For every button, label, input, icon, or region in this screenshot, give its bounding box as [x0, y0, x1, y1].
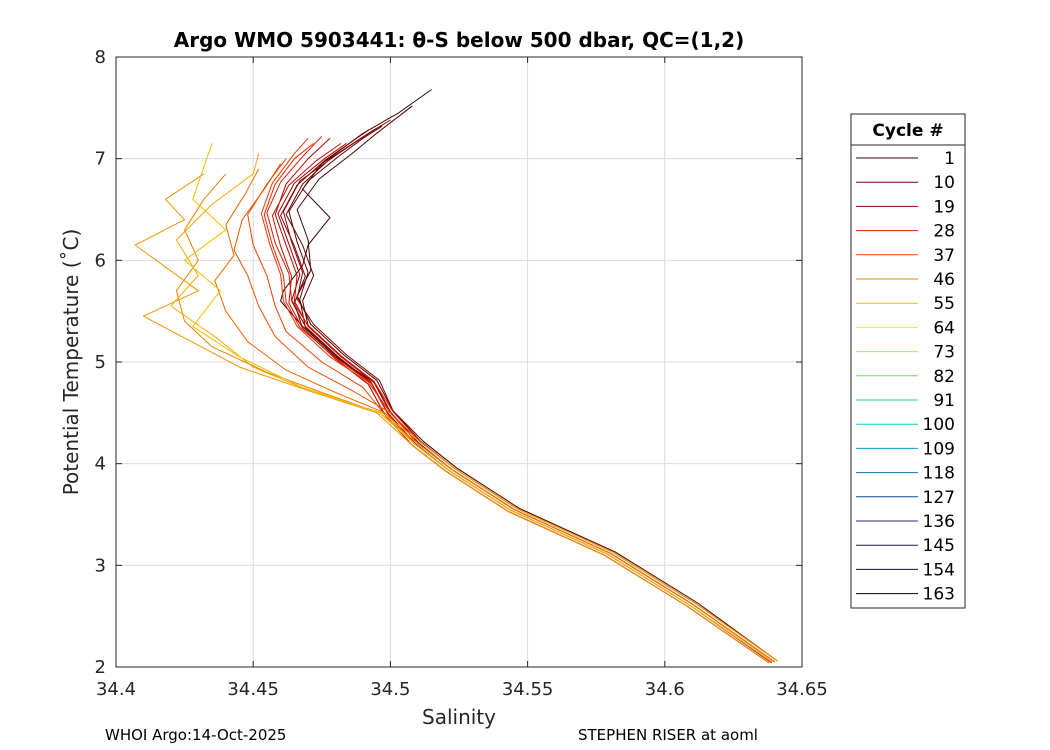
- legend-entry-label: 28: [933, 222, 955, 242]
- legend-title: Cycle #: [872, 121, 943, 141]
- legend-entry-label: 19: [933, 197, 955, 217]
- legend-entries: 1 10 19 28 37 46 55 64 73 82 91 100 109 118 127 136 145 1…: [856, 149, 955, 605]
- y-tick-label: 5: [95, 352, 106, 373]
- x-tick-label: 34.6: [645, 679, 685, 700]
- legend-entry-label: 46: [933, 270, 955, 290]
- axis-ticks: 34.4 34.45 34.5 34.55 34.6 34.65 2 3 4 5 6 7 8: [95, 47, 828, 700]
- footer-right: STEPHEN RISER at aoml: [578, 726, 758, 744]
- y-tick-label: 7: [95, 149, 106, 170]
- y-tick-label: 2: [95, 657, 106, 678]
- legend-entry-label: 100: [923, 415, 955, 435]
- x-tick-label: 34.45: [227, 679, 279, 700]
- y-tick-label: 8: [95, 47, 106, 68]
- legend-entry-label: 10: [933, 173, 955, 193]
- series-line-cycle-52: [170, 153, 778, 662]
- legend-entry-label: 1: [944, 149, 955, 169]
- chart-title: Argo WMO 5903441: θ-S below 500 dbar, QC…: [174, 28, 744, 52]
- legend-box: [850, 113, 966, 609]
- x-tick-label: 34.55: [502, 679, 554, 700]
- y-tick-label: 6: [95, 250, 106, 271]
- footer-left: WHOI Argo:14-Oct-2025: [105, 726, 286, 744]
- legend: Cycle # 1 10 19 28 37 46 55 64 73 82 91 100 109 118 12…: [850, 113, 966, 609]
- legend-entry-label: 82: [933, 367, 955, 387]
- legend-entry-label: 55: [933, 294, 955, 314]
- legend-entry-label: 145: [923, 536, 955, 556]
- x-axis-label: Salinity: [422, 705, 496, 729]
- series-lines: [134, 89, 778, 664]
- legend-entry-label: 154: [923, 560, 955, 580]
- x-tick-label: 34.65: [776, 679, 828, 700]
- legend-entry-label: 109: [923, 439, 955, 459]
- legend-entry-label: 127: [923, 488, 955, 508]
- legend-entry-label: 64: [933, 318, 955, 338]
- series-line-cycle-4: [296, 105, 778, 662]
- x-tick-label: 34.4: [96, 679, 136, 700]
- y-tick-label: 4: [95, 454, 106, 475]
- legend-entry-label: 136: [923, 512, 955, 532]
- legend-entry-label: 118: [923, 464, 955, 484]
- y-tick-label: 3: [95, 555, 106, 576]
- legend-entry-label: 163: [923, 585, 955, 605]
- legend-entry-label: 91: [933, 391, 955, 411]
- x-tick-label: 34.5: [370, 679, 410, 700]
- series-line-cycle-46: [175, 173, 775, 663]
- series-line-cycle-55: [184, 143, 773, 663]
- legend-entry-label: 73: [933, 343, 955, 363]
- y-axis-label: Potential Temperature (˚C): [59, 229, 83, 496]
- legend-entry-label: 37: [933, 246, 955, 266]
